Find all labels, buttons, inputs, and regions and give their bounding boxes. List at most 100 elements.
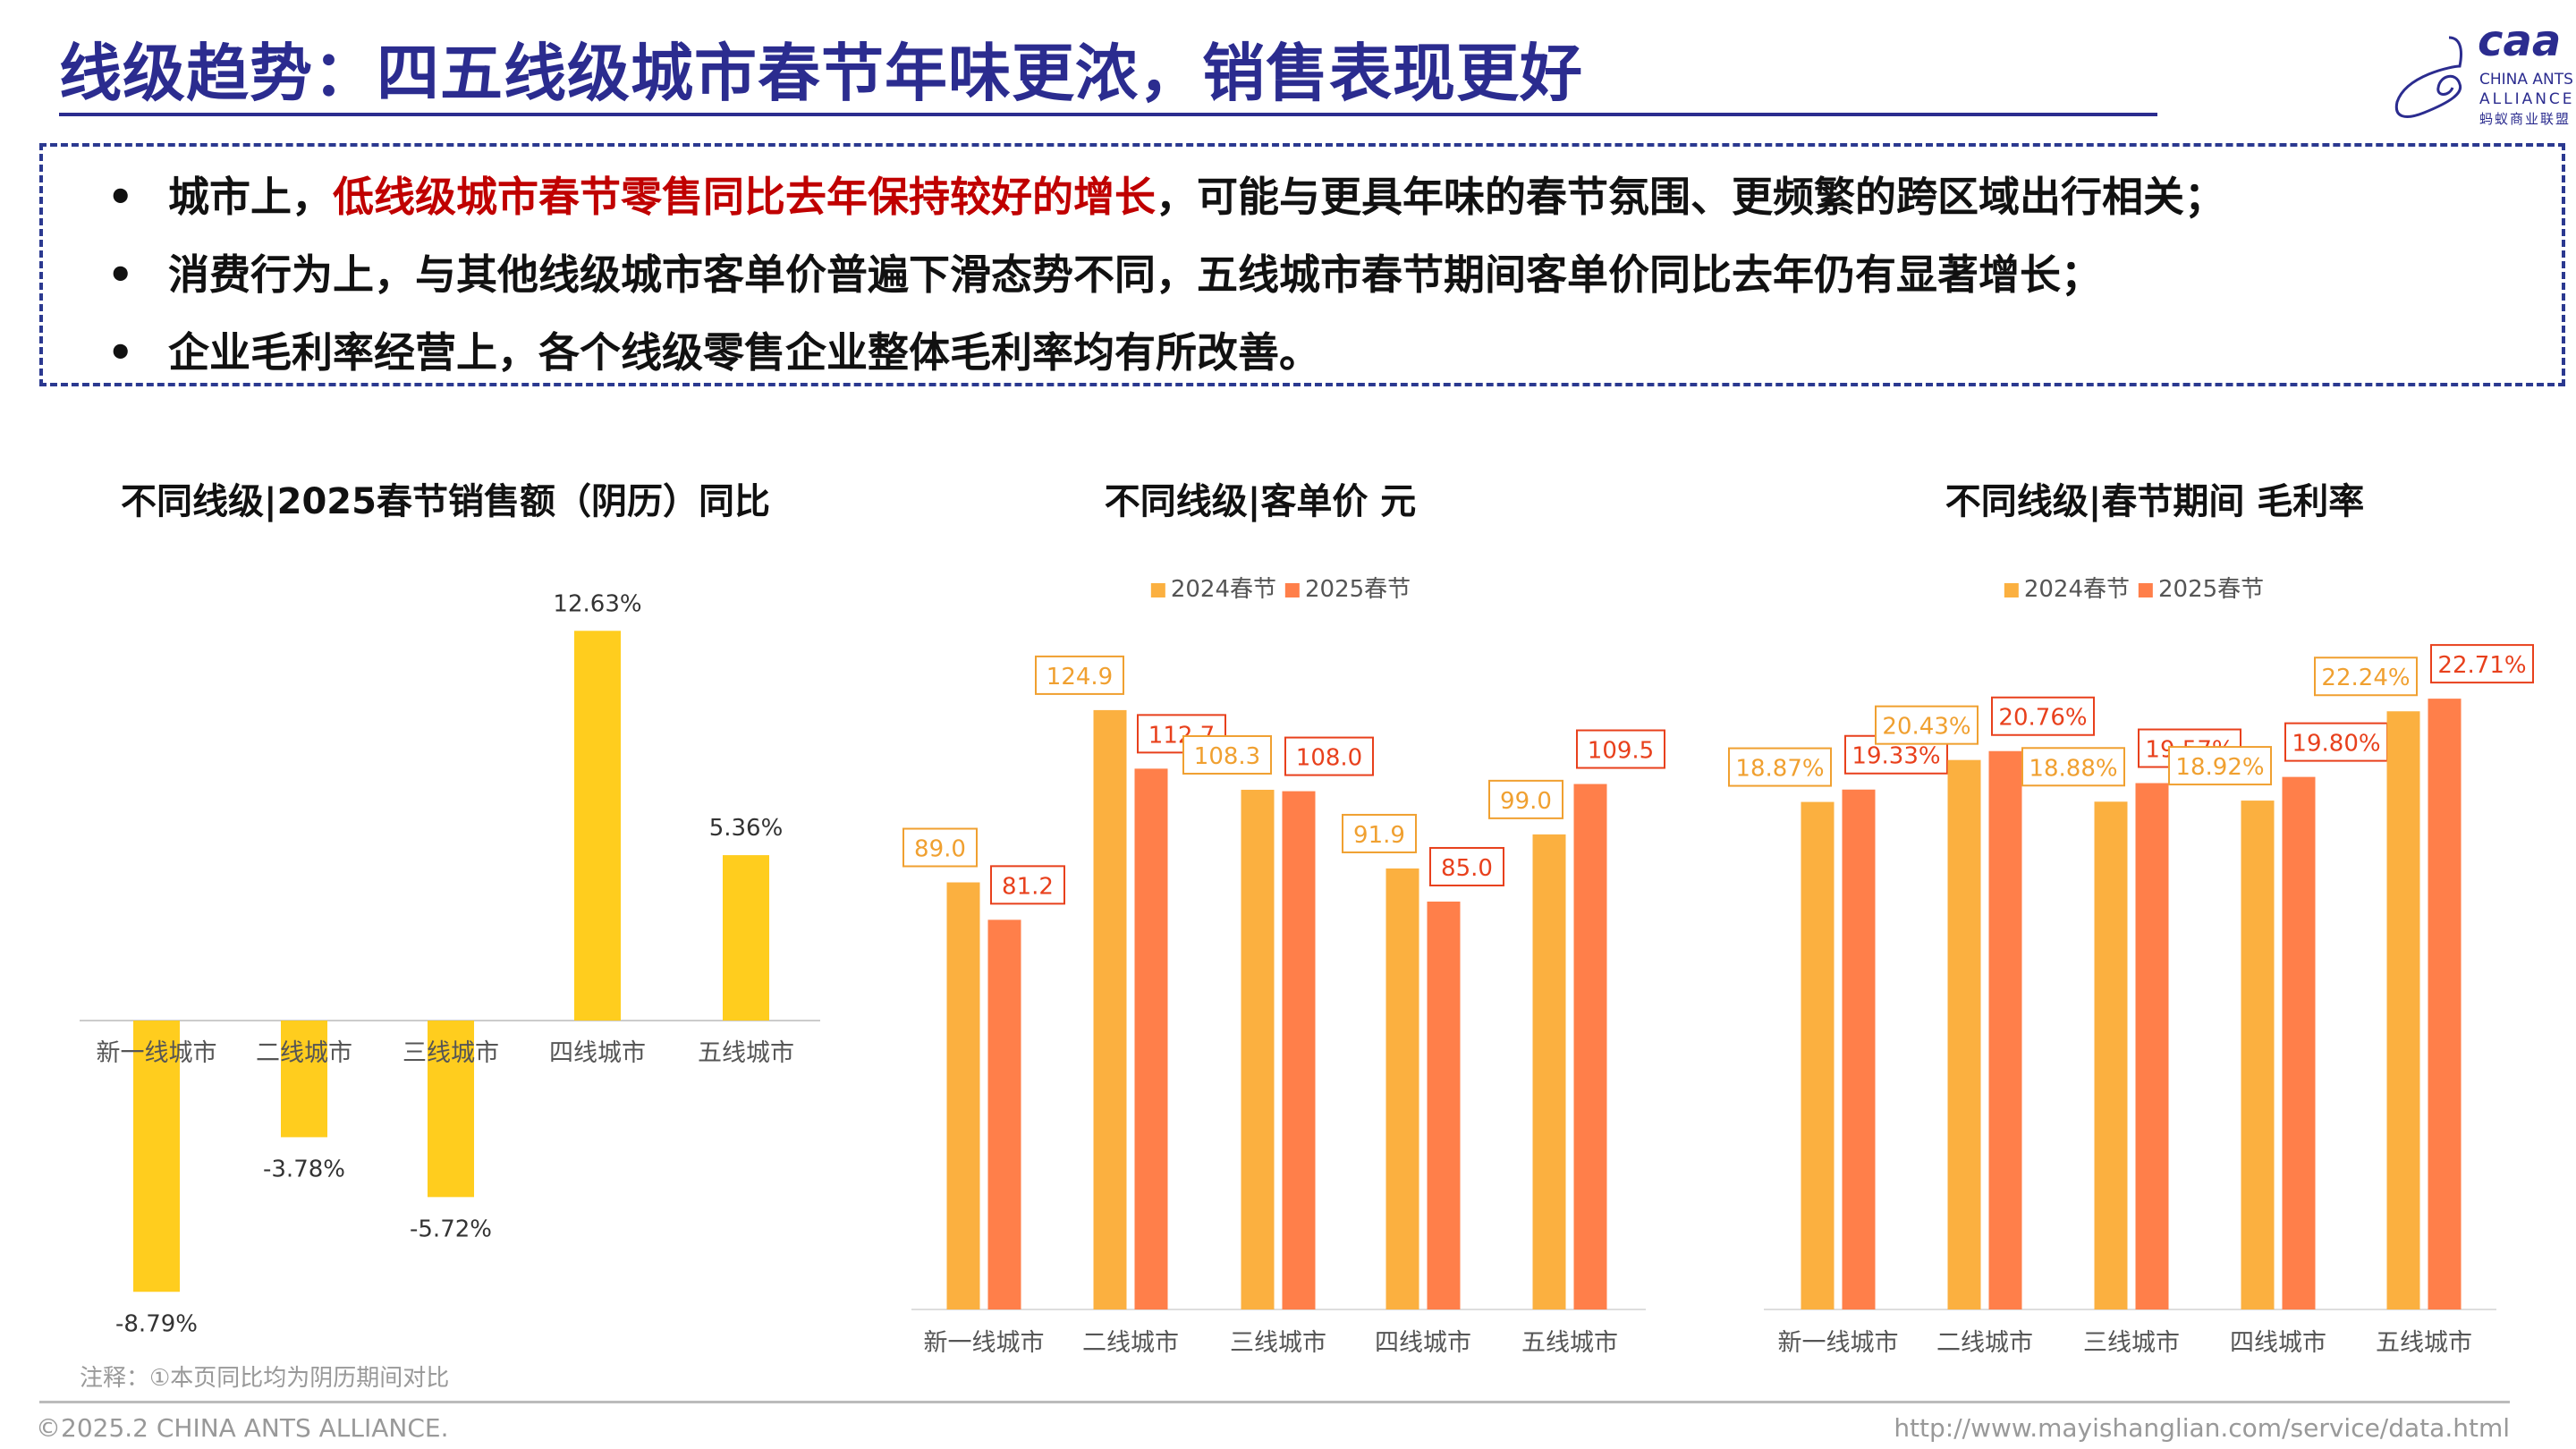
page-title: 线级趋势：四五线级城市春节年味更浓，销售表现更好 (59, 37, 1583, 110)
data-label: 18.92% (2175, 754, 2264, 781)
bar-2025春节 (1988, 750, 2022, 1309)
data-label-box (902, 827, 978, 868)
source-url[interactable]: http://www.mayishanglian.com/service/dat… (1894, 1413, 2510, 1443)
data-label: 91.9 (1353, 822, 1405, 849)
bar-2024春节 (2241, 801, 2275, 1309)
data-label: -3.78% (263, 1156, 345, 1182)
data-label-box (2314, 657, 2418, 697)
data-label: 5.36% (709, 815, 784, 842)
bar-2025春节 (1282, 791, 1316, 1309)
copyright: ©2025.2 CHINA ANTS ALLIANCE. (36, 1413, 449, 1443)
legend-margin: 2024春节 2025春节 (1996, 571, 2264, 604)
footer-divider (39, 1401, 2510, 1403)
category-label: 三线城市 (402, 1039, 499, 1067)
data-label-box (2430, 644, 2534, 684)
china-ants-alliance-logo: caa CHINA ANTS ALLIANCE 蚂蚁商业联盟 (2370, 13, 2576, 129)
title-underline (59, 113, 2157, 116)
data-label-box (1182, 734, 1272, 775)
data-label: 20.76% (1998, 705, 2087, 732)
data-label-box (1284, 736, 1374, 776)
bar-2025春节 (987, 919, 1021, 1309)
svg-text:CHINA ANTS: CHINA ANTS (2479, 71, 2573, 89)
chart-title-basket: 不同线级|客单价 元 (1104, 481, 1417, 522)
summary-box (39, 143, 2565, 386)
summary-bullet: • 企业毛利率经营上，各个线级零售企业整体毛利率均有所改善。 (107, 328, 1320, 377)
bar-2024春节 (946, 882, 980, 1309)
bar-2025春节 (1842, 789, 1876, 1309)
summary-bullet: • 城市上，低线级城市春节零售同比去年保持较好的增长，可能与更具年味的春节氛围、更… (107, 173, 2225, 221)
svg-text:caa: caa (2478, 16, 2561, 66)
bar-2024春节 (1241, 789, 1275, 1309)
data-label: -8.79% (115, 1310, 198, 1337)
data-label: 20.43% (1882, 714, 1970, 741)
bar (281, 1021, 327, 1138)
legend-basket: 2024春节 2025春节 (1142, 571, 1411, 604)
data-label: 18.88% (2029, 755, 2117, 782)
chart-title-sales-yoy: 不同线级|2025春节销售额（阴历）同比 (121, 481, 770, 522)
category-label: 四线城市 (2230, 1329, 2326, 1357)
bar-2025春节 (1573, 784, 1607, 1309)
category-label: 四线城市 (1375, 1329, 1471, 1357)
svg-text:ALLIANCE: ALLIANCE (2479, 90, 2575, 108)
data-label-box (2168, 746, 2272, 786)
data-label: 22.24% (2321, 665, 2410, 691)
bar (574, 631, 621, 1021)
bar (428, 1021, 474, 1198)
logo-ant-icon: caa CHINA ANTS ALLIANCE 蚂蚁商业联盟 (2394, 16, 2575, 127)
category-label: 二线城市 (1936, 1329, 2033, 1357)
data-label: 22.71% (2437, 652, 2526, 679)
bar-2024春节 (2386, 711, 2420, 1309)
footnote: 注释：①本页同比均为阴历期间对比 (80, 1365, 450, 1392)
bar (723, 855, 769, 1021)
category-label: 五线城市 (698, 1039, 794, 1067)
category-label: 五线城市 (2376, 1329, 2472, 1357)
category-label: 五线城市 (1521, 1329, 1618, 1357)
data-label: 85.0 (1441, 855, 1493, 882)
chart-title-margin: 不同线级|春节期间 毛利率 (1945, 481, 2365, 522)
category-label: 新一线城市 (924, 1329, 1045, 1357)
data-label: 19.80% (2292, 731, 2380, 758)
bar-2025春节 (2282, 776, 2316, 1309)
category-label: 二线城市 (1082, 1329, 1179, 1357)
category-label: 三线城市 (1230, 1329, 1326, 1357)
data-label-box (1342, 813, 1417, 853)
data-label: 124.9 (1046, 664, 1113, 691)
data-label: 81.2 (1002, 873, 1054, 900)
category-label: 三线城市 (2083, 1329, 2180, 1357)
category-label: 二线城市 (256, 1039, 352, 1067)
data-label: 108.0 (1296, 745, 1362, 772)
data-label-box (990, 865, 1065, 905)
data-label-box (1991, 696, 2095, 736)
bar-2024春节 (1093, 709, 1127, 1309)
bar-2024春节 (2094, 801, 2128, 1309)
data-label: 109.5 (1588, 738, 1654, 765)
data-label-box (1488, 779, 1563, 819)
bar-2025春节 (2135, 783, 2169, 1309)
bar-2024春节 (1385, 868, 1419, 1309)
data-label-box (1728, 747, 1832, 787)
data-label: 89.0 (914, 836, 966, 863)
svg-text:蚂蚁商业联盟: 蚂蚁商业联盟 (2479, 111, 2571, 127)
data-label: 99.0 (1500, 788, 1552, 815)
data-label: 108.3 (1194, 743, 1260, 770)
data-label: 19.33% (1852, 743, 1940, 770)
data-label-box (1875, 705, 1979, 745)
bar-2025春节 (2428, 699, 2462, 1309)
bar-2024春节 (1947, 759, 1981, 1309)
category-label: 四线城市 (549, 1039, 646, 1067)
summary-bullet: • 消费行为上，与其他线级城市客单价普遍下滑态势不同，五线城市春节期间客单价同比去… (107, 250, 2102, 299)
bar (133, 1021, 180, 1292)
data-label-box (2021, 747, 2125, 787)
data-label-box (1429, 846, 1504, 886)
data-label-box (1035, 655, 1124, 695)
bar-2024春节 (1532, 834, 1566, 1309)
bar-2025春节 (1427, 901, 1461, 1309)
data-label: 12.63% (553, 590, 641, 617)
bar-2025春节 (1134, 768, 1168, 1309)
data-label: 18.87% (1735, 756, 1824, 783)
bar-2024春节 (1801, 801, 1835, 1309)
category-label: 新一线城市 (1778, 1329, 1899, 1357)
data-label-box (1576, 729, 1665, 769)
category-label: 新一线城市 (97, 1039, 217, 1067)
